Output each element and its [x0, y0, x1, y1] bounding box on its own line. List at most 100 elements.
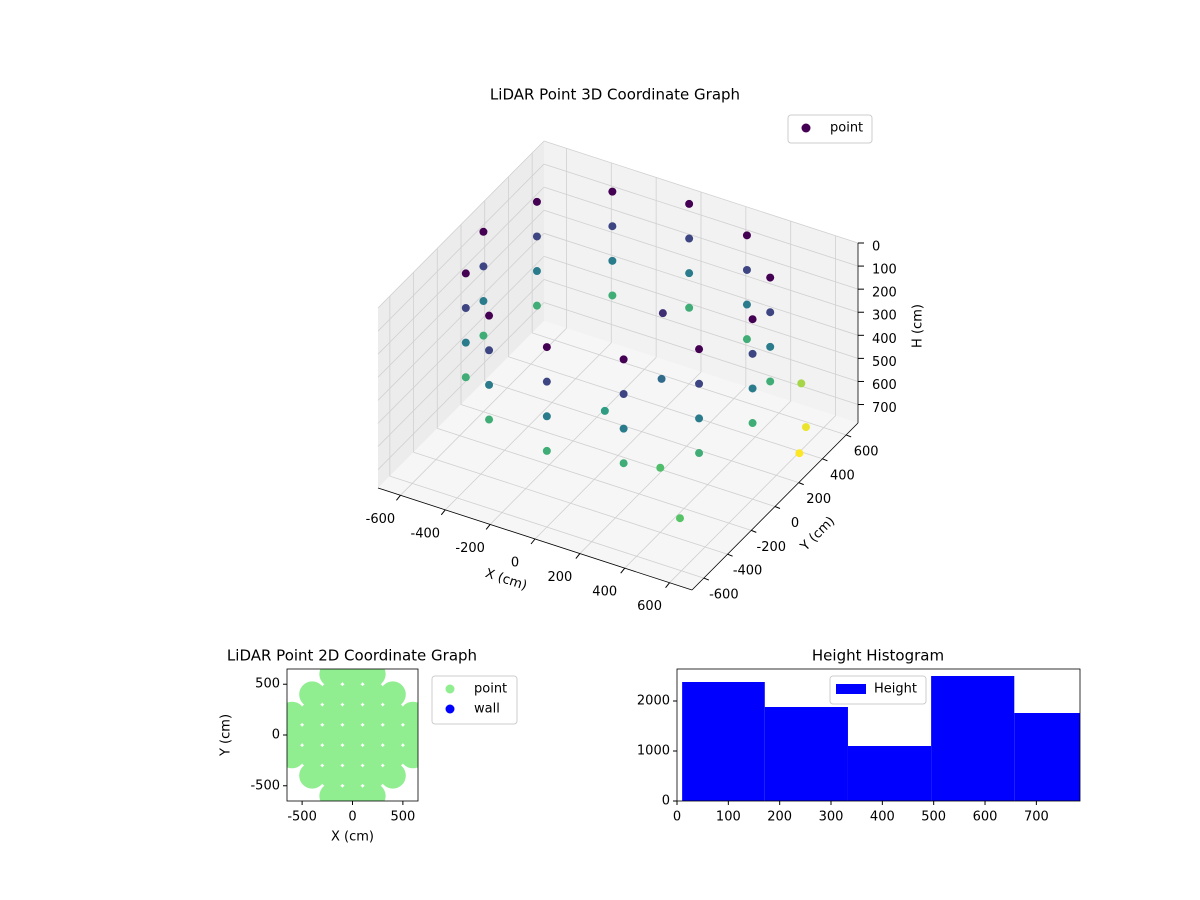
data-point: [461, 304, 470, 313]
data-point: [479, 331, 488, 340]
data-point: [485, 415, 494, 424]
data-point: [748, 419, 757, 428]
y-tick-label: 400: [830, 468, 855, 483]
x-tick-label: 0: [348, 810, 356, 825]
x-tick-label: 300: [819, 810, 844, 825]
data-point: [742, 335, 751, 344]
data-point: [485, 346, 494, 355]
y-tick: [845, 434, 852, 438]
data-point: [461, 338, 470, 347]
data-point: [319, 762, 346, 789]
data-point: [339, 669, 366, 688]
data-point: [461, 269, 470, 278]
data-point: [379, 742, 406, 769]
grid-line: [508, 356, 823, 460]
data-point: [608, 256, 617, 265]
data-point: [748, 349, 757, 358]
y-tick-label: 600: [854, 444, 879, 459]
grid-line: [377, 140, 545, 309]
data-point: [359, 669, 386, 688]
data-point: [339, 681, 366, 708]
data-point: [339, 701, 366, 728]
data-point: [299, 701, 326, 728]
data-point: [695, 414, 704, 423]
data-point: [359, 762, 386, 789]
data-point: [675, 514, 684, 523]
bar: [1014, 713, 1080, 801]
y-tick: [751, 529, 757, 533]
chart-title: LiDAR Point 2D Coordinate Graph: [227, 647, 477, 665]
y-tick-label: -500: [250, 778, 280, 793]
bar: [682, 682, 765, 801]
x-tick: [485, 524, 491, 530]
data-point: [795, 449, 804, 458]
legend-marker: [801, 123, 811, 133]
x-tick-label: -200: [455, 541, 485, 556]
data-point: [695, 379, 704, 388]
grid-line: [484, 380, 799, 484]
x-tick: [620, 567, 626, 574]
z-tick-label: 500: [872, 355, 897, 370]
data-point: [319, 669, 346, 688]
grid-line: [543, 209, 859, 313]
y-tick-label: 500: [255, 677, 280, 692]
y-tick-label: 2000: [637, 694, 670, 709]
x-tick: [575, 553, 581, 559]
y-tick-label: -400: [733, 564, 763, 579]
data-point: [619, 424, 628, 433]
x-tick-label: 400: [592, 585, 617, 600]
data-point: [532, 232, 541, 241]
data-point: [685, 199, 694, 208]
data-point: [748, 315, 757, 324]
data-point: [542, 412, 551, 421]
z-tick-label: 700: [872, 401, 897, 416]
grid-line: [543, 163, 859, 267]
data-point: [619, 355, 628, 364]
legend-marker: [445, 704, 455, 714]
data-point: [532, 267, 541, 276]
data-point: [287, 722, 306, 748]
z-axis-label: H (cm): [911, 304, 926, 348]
data-point: [319, 742, 346, 769]
legend-box: [787, 114, 873, 144]
y-tick-label: -600: [709, 588, 739, 603]
data-point: [742, 231, 751, 240]
axis-line: [377, 487, 693, 591]
data-point: [685, 303, 694, 312]
z-tick-label: 400: [872, 332, 897, 347]
bar: [931, 676, 1015, 801]
grid-line: [377, 302, 545, 470]
data-point: [542, 377, 551, 386]
data-point: [359, 701, 386, 728]
data-point: [399, 742, 418, 769]
data-point: [485, 380, 494, 389]
data-point: [766, 308, 775, 317]
z-tick-label: 100: [872, 263, 897, 278]
legend-box: [829, 675, 927, 705]
chart-title: LiDAR Point 3D Coordinate Graph: [490, 86, 740, 104]
x-tick-label: 200: [547, 570, 572, 585]
data-point: [399, 701, 418, 728]
y-tick-label: 1000: [637, 744, 670, 759]
y-tick: [727, 553, 733, 557]
x-tick: [530, 538, 536, 545]
data-point: [461, 373, 470, 382]
x-tick-label: 400: [870, 810, 895, 825]
x-tick: [440, 509, 446, 516]
z-tick-label: 300: [872, 309, 897, 324]
data-point: [608, 222, 617, 231]
y-tick: [703, 577, 710, 581]
grid-line: [377, 186, 545, 355]
grid-line: [543, 302, 859, 405]
axes-frame: [676, 668, 1081, 802]
data-point: [658, 309, 667, 318]
data-point: [319, 722, 346, 748]
plot-area: [287, 669, 418, 801]
grid-line: [543, 140, 859, 244]
chart-title: Height Histogram: [812, 647, 944, 665]
legend-swatch: [836, 684, 866, 694]
legend-marker: [445, 684, 455, 694]
plot-area: [682, 676, 1080, 801]
legend-label: wall: [474, 702, 500, 717]
y-tick-label: -200: [757, 540, 787, 555]
